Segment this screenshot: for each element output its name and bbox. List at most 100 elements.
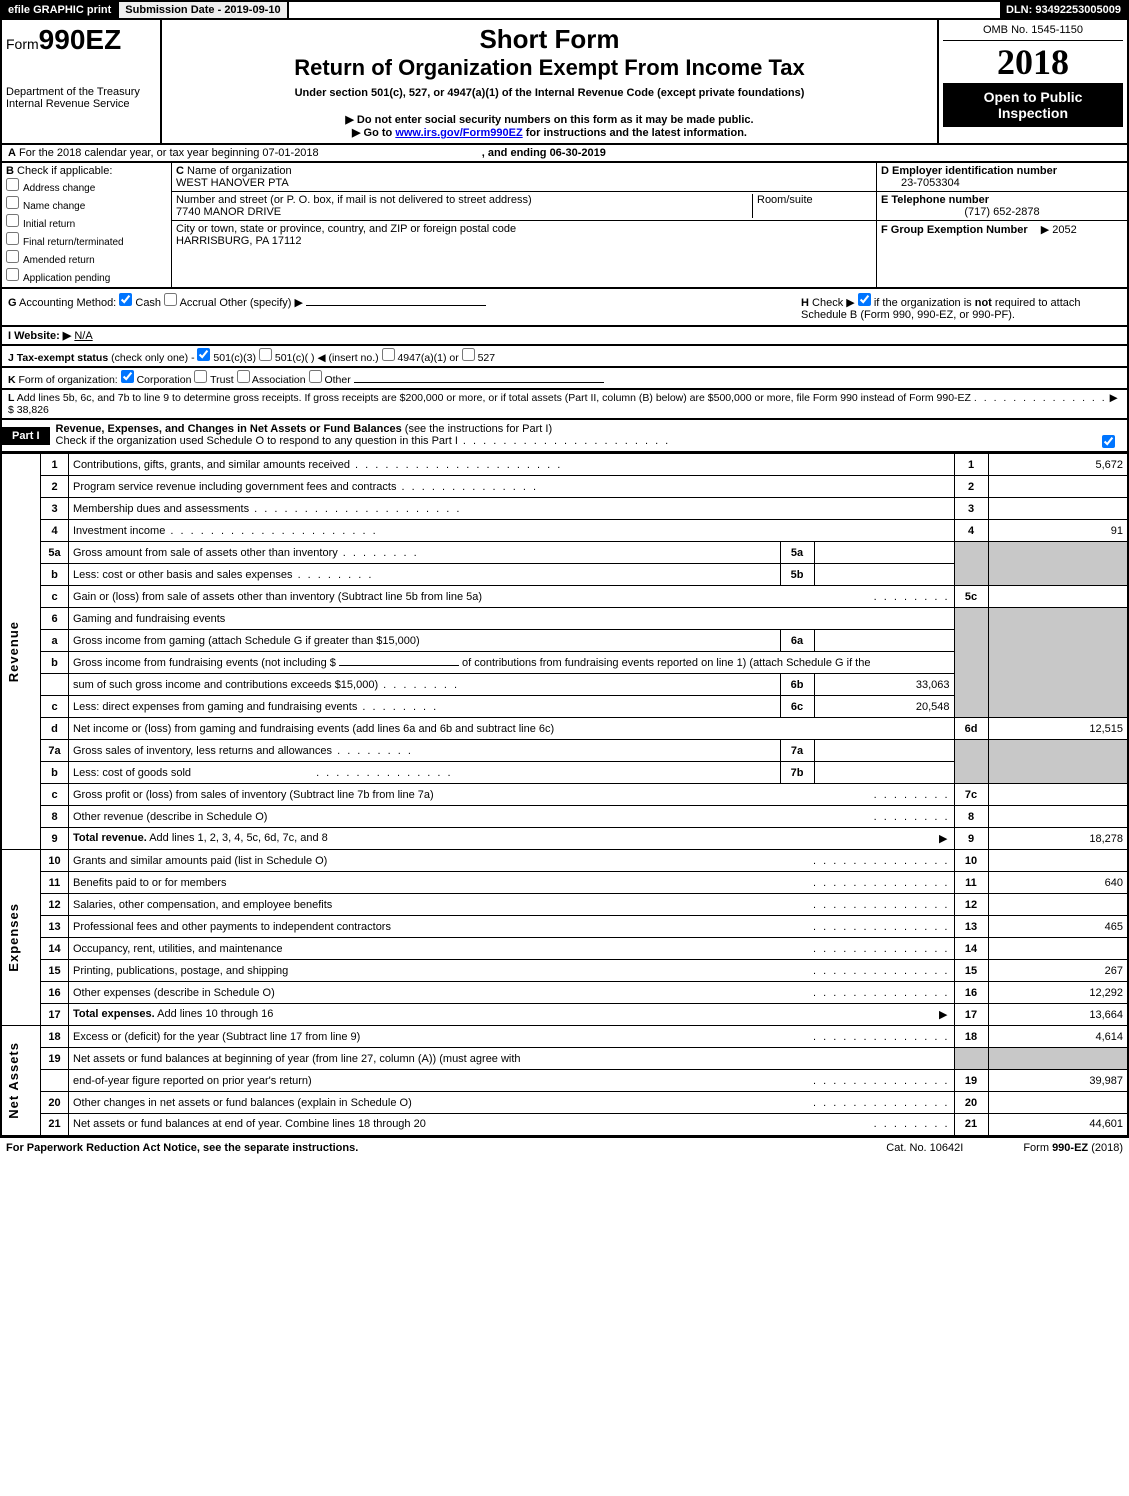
chk-address-change-box[interactable] xyxy=(6,178,19,191)
val-20 xyxy=(988,1092,1128,1114)
chk-final-return[interactable]: Final return/terminated xyxy=(6,231,167,249)
line-i: I Website: ▶ N/A xyxy=(0,327,1129,346)
line-a: A For the 2018 calendar year, or tax yea… xyxy=(0,145,1129,163)
section-c: C Name of organization WEST HANOVER PTA … xyxy=(172,163,877,287)
6b-blank[interactable] xyxy=(339,665,459,666)
top-bar: efile GRAPHIC print Submission Date - 20… xyxy=(0,0,1129,20)
b-label: B xyxy=(6,165,14,177)
open-to-public: Open to Public Inspection xyxy=(943,83,1123,127)
efile-print-button[interactable]: efile GRAPHIC print xyxy=(2,2,119,18)
footer-cat-no: Cat. No. 10642I xyxy=(886,1142,963,1154)
l-label: L xyxy=(8,392,14,404)
org-info-grid: B Check if applicable: Address change Na… xyxy=(0,163,1129,289)
irs-link[interactable]: www.irs.gov/Form990EZ xyxy=(395,127,522,139)
page-footer: For Paperwork Reduction Act Notice, see … xyxy=(0,1137,1129,1158)
i-website-value: N/A xyxy=(74,330,92,342)
b-check-if: Check if applicable: xyxy=(17,165,112,177)
under-section: Under section 501(c), 527, or 4947(a)(1)… xyxy=(166,87,933,99)
table-row: 5a Gross amount from sale of assets othe… xyxy=(1,542,1128,564)
table-row: 3 Membership dues and assessments 3 xyxy=(1,498,1128,520)
val-10 xyxy=(988,850,1128,872)
val-7c xyxy=(988,784,1128,806)
table-row: 11 Benefits paid to or for members 11 64… xyxy=(1,872,1128,894)
d-ein-value: 23-7053304 xyxy=(901,177,960,189)
table-row: c Gain or (loss) from sale of assets oth… xyxy=(1,586,1128,608)
val-14 xyxy=(988,938,1128,960)
table-row: 8 Other revenue (describe in Schedule O)… xyxy=(1,806,1128,828)
val-5b xyxy=(814,564,954,586)
table-row: 16 Other expenses (describe in Schedule … xyxy=(1,982,1128,1004)
chk-application-pending[interactable]: Application pending xyxy=(6,267,167,285)
chk-initial-return[interactable]: Initial return xyxy=(6,213,167,231)
chk-name-change[interactable]: Name change xyxy=(6,195,167,213)
chk-name-change-box[interactable] xyxy=(6,196,19,209)
line-a-prefix: A xyxy=(8,147,16,159)
c-street-label: Number and street (or P. O. box, if mail… xyxy=(176,194,532,206)
val-4: 91 xyxy=(988,520,1128,542)
part1-title: Revenue, Expenses, and Changes in Net As… xyxy=(56,423,402,435)
j-suffix: (check only one) - xyxy=(111,352,194,364)
f-value: ▶ 2052 xyxy=(1041,224,1077,236)
chk-application-pending-box[interactable] xyxy=(6,268,19,281)
k-label: K xyxy=(8,374,16,386)
omb-number: OMB No. 1545-1150 xyxy=(943,24,1123,41)
k-other-blank[interactable] xyxy=(354,382,604,383)
line-a-text: For the 2018 calendar year, or tax year … xyxy=(19,147,319,159)
chk-h[interactable] xyxy=(858,293,871,306)
val-12 xyxy=(988,894,1128,916)
chk-other-org[interactable] xyxy=(309,370,322,383)
chk-address-change[interactable]: Address change xyxy=(6,177,167,195)
g-other-blank[interactable] xyxy=(306,305,486,306)
chk-accrual[interactable] xyxy=(164,293,177,306)
chk-trust[interactable] xyxy=(194,370,207,383)
footer-right: Form 990-EZ (2018) xyxy=(1023,1142,1123,1154)
table-row: 4 Investment income 4 91 xyxy=(1,520,1128,542)
short-form-title: Short Form xyxy=(166,24,933,55)
chk-501c[interactable] xyxy=(259,348,272,361)
chk-amended-return[interactable]: Amended return xyxy=(6,249,167,267)
part1-table: Revenue 1 Contributions, gifts, grants, … xyxy=(0,453,1129,1137)
table-row: 2 Program service revenue including gove… xyxy=(1,476,1128,498)
val-17: 13,664 xyxy=(988,1004,1128,1026)
chk-4947[interactable] xyxy=(382,348,395,361)
submission-date: Submission Date - 2019-09-10 xyxy=(119,2,288,18)
chk-corp[interactable] xyxy=(121,370,134,383)
h-check: Check ▶ xyxy=(812,297,855,309)
i-label: I Website: ▶ xyxy=(8,330,71,342)
j-label: J Tax-exempt status xyxy=(8,352,108,364)
footer-left: For Paperwork Reduction Act Notice, see … xyxy=(6,1142,358,1154)
chk-501c3[interactable] xyxy=(197,348,210,361)
chk-amended-return-box[interactable] xyxy=(6,250,19,263)
d-label: D Employer identification number xyxy=(881,165,1057,177)
revenue-section-label: Revenue xyxy=(6,621,21,682)
chk-final-return-box[interactable] xyxy=(6,232,19,245)
chk-initial-return-box[interactable] xyxy=(6,214,19,227)
room-suite-label: Room/suite xyxy=(752,194,872,218)
tax-year: 2018 xyxy=(943,41,1123,83)
table-row: 12 Salaries, other compensation, and emp… xyxy=(1,894,1128,916)
table-row: Net Assets 18 Excess or (deficit) for th… xyxy=(1,1026,1128,1048)
part1-label: Part I xyxy=(2,427,50,445)
chk-cash[interactable] xyxy=(119,293,132,306)
val-16: 12,292 xyxy=(988,982,1128,1004)
expenses-section-label: Expenses xyxy=(6,903,21,972)
chk-527[interactable] xyxy=(462,348,475,361)
section-b: B Check if applicable: Address change Na… xyxy=(2,163,172,287)
chk-schedule-o[interactable] xyxy=(1102,435,1115,448)
c-city-value: HARRISBURG, PA 17112 xyxy=(176,235,302,247)
table-row: 6 Gaming and fundraising events xyxy=(1,608,1128,630)
table-row: c Gross profit or (loss) from sales of i… xyxy=(1,784,1128,806)
e-label: E Telephone number xyxy=(881,194,989,206)
chk-assoc[interactable] xyxy=(237,370,250,383)
dln-label: DLN: 93492253005009 xyxy=(1000,2,1127,18)
part1-sub: Check if the organization used Schedule … xyxy=(56,435,1121,447)
val-6c: 20,548 xyxy=(814,696,954,718)
val-6d: 12,515 xyxy=(988,718,1128,740)
c-label: C xyxy=(176,165,184,177)
line-j: J Tax-exempt status (check only one) - 5… xyxy=(0,346,1129,368)
h-label: H xyxy=(801,297,809,309)
goto-instructions: Go to www.irs.gov/Form990EZ for instruct… xyxy=(166,126,933,139)
c-street-value: 7740 MANOR DRIVE xyxy=(176,206,281,218)
table-row: Revenue 1 Contributions, gifts, grants, … xyxy=(1,454,1128,476)
g-other: Other (specify) ▶ xyxy=(219,297,303,309)
